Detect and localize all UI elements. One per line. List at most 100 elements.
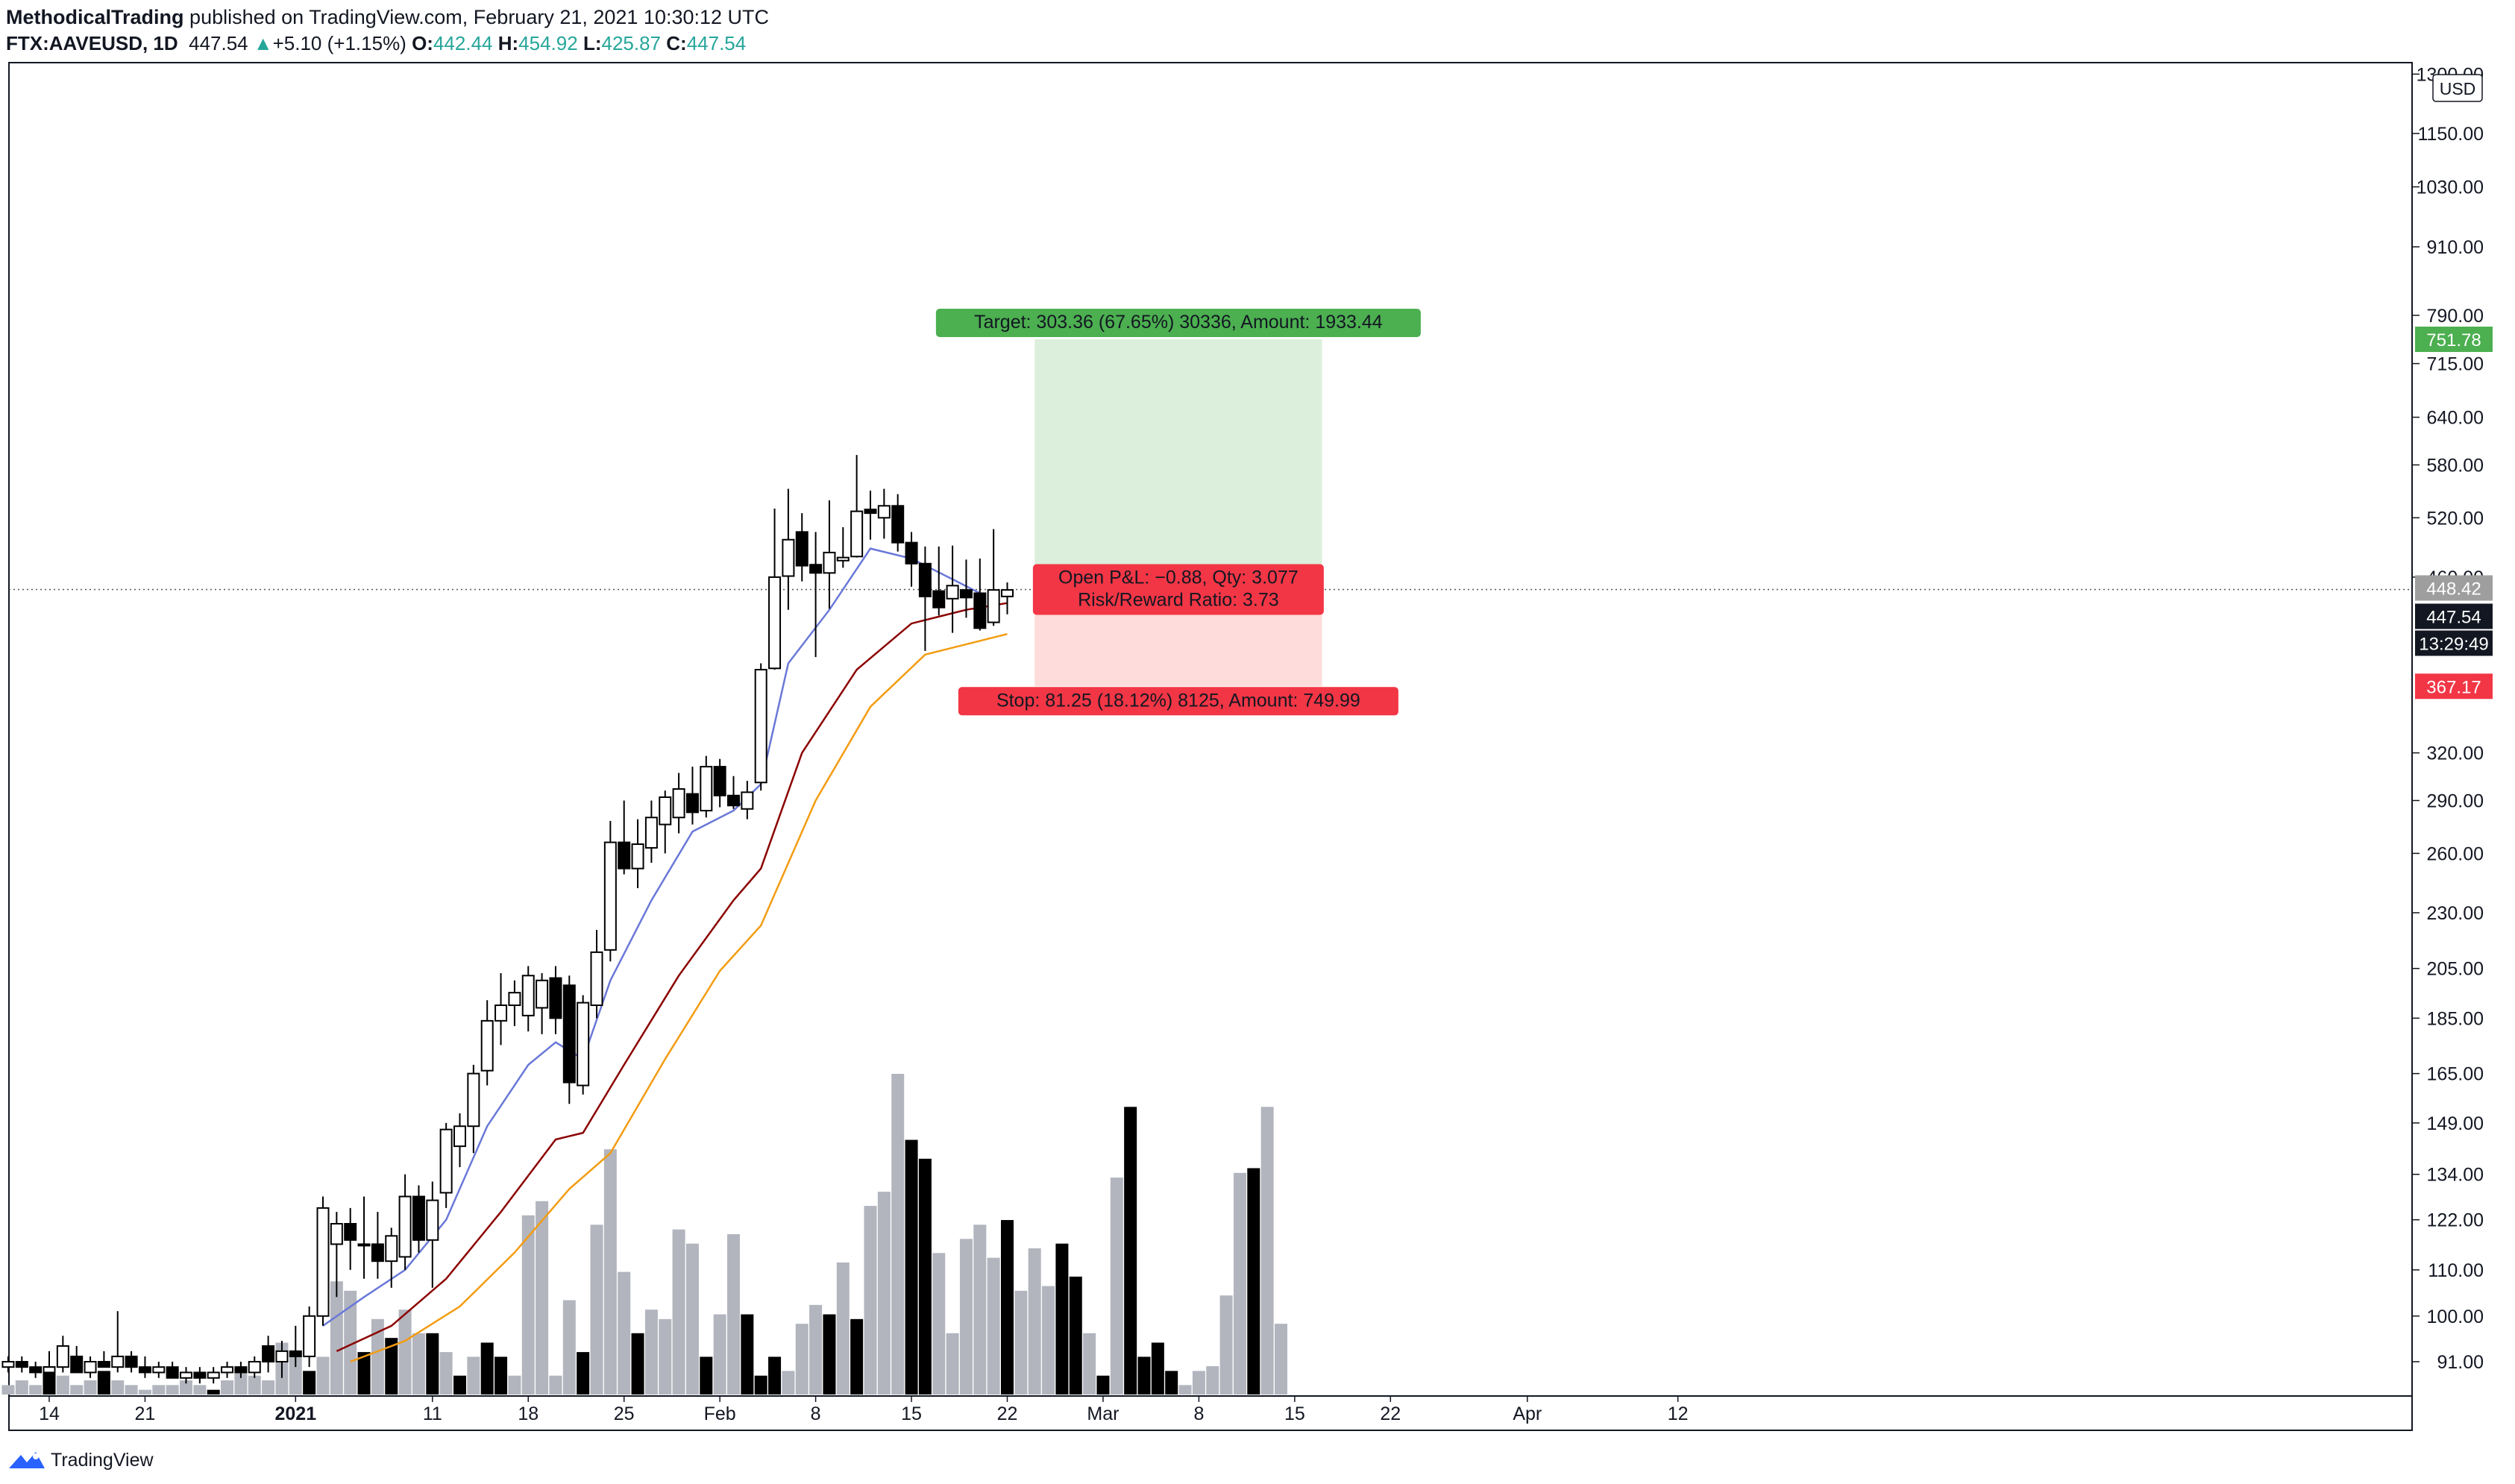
y-tick-label: 260.00 — [2427, 843, 2484, 864]
volume-bar — [303, 1371, 316, 1395]
volume-bar — [1124, 1107, 1137, 1395]
volume-bar — [357, 1352, 371, 1395]
volume-bar — [166, 1385, 179, 1395]
x-tick-label: Feb — [704, 1403, 736, 1424]
target-price-label-bg — [2415, 326, 2493, 352]
candle-body — [987, 589, 1000, 623]
volume-bar — [603, 1149, 617, 1395]
last-price: 447.54 — [189, 32, 248, 54]
volume-bar — [577, 1352, 590, 1395]
candle-body — [618, 841, 631, 870]
publish-line: MethodicalTrading published on TradingVi… — [6, 3, 769, 31]
volume-bar — [836, 1262, 850, 1395]
y-tick-label: 134.00 — [2427, 1165, 2484, 1186]
volume-bar — [494, 1356, 508, 1395]
candle-body — [918, 562, 932, 597]
volume-bar — [959, 1239, 973, 1395]
volume-bar — [618, 1271, 631, 1395]
volume-bar — [70, 1385, 84, 1395]
volume-bar — [1206, 1366, 1219, 1395]
y-tick-label: 149.00 — [2427, 1113, 2484, 1134]
target-zone — [1034, 339, 1322, 590]
volume-bar — [877, 1192, 891, 1395]
volume-bar — [439, 1352, 453, 1395]
high-value: 454.92 — [518, 32, 578, 54]
last-price-label: 447.54 — [2426, 607, 2481, 627]
volume-bar — [1219, 1295, 1233, 1395]
candle-body — [946, 585, 959, 600]
volume-bar — [1151, 1342, 1164, 1395]
candle-body — [836, 556, 850, 562]
candle-body — [56, 1345, 69, 1368]
volume-bar — [97, 1371, 110, 1395]
volume-bar — [918, 1158, 932, 1395]
volume-bar — [891, 1074, 905, 1395]
y-tick-label: 910.00 — [2427, 237, 2484, 258]
y-tick-label: 520.00 — [2427, 508, 2484, 529]
volume-bar — [289, 1352, 302, 1395]
candle-body — [905, 541, 918, 565]
y-tick-label: 100.00 — [2427, 1307, 2484, 1327]
price-change: +5.10 (+1.15%) — [272, 32, 406, 54]
x-tick-label: 15 — [1284, 1403, 1305, 1424]
volume-bar — [111, 1380, 125, 1395]
pnl-label-box — [1032, 564, 1324, 615]
entry-price-label: 448.42 — [2426, 579, 2481, 599]
candle-body — [97, 1361, 110, 1368]
candle-body — [795, 531, 808, 567]
y-tick-label: 1150.00 — [2417, 124, 2484, 145]
candle-body — [330, 1223, 343, 1245]
symbol-label[interactable]: FTX:AAVEUSD, 1D — [6, 32, 178, 54]
volume-bar — [1028, 1248, 1041, 1395]
candle-body — [467, 1072, 480, 1128]
x-tick-label: 11 — [423, 1403, 442, 1424]
change-arrow-icon: ▲ — [253, 32, 273, 54]
volume-bar — [1, 1385, 15, 1395]
volume-bar — [631, 1333, 644, 1395]
volume-bar — [549, 1375, 562, 1395]
candle-body — [644, 817, 658, 849]
ohlc-legend: FTX:AAVEUSD, 1D 447.54 ▲+5.10 (+1.15%) O… — [6, 30, 746, 57]
candle-body — [275, 1350, 289, 1362]
candle-body — [439, 1128, 453, 1194]
volume-bar — [221, 1380, 234, 1395]
x-tick-label: 8 — [1193, 1403, 1204, 1424]
volume-bar — [1096, 1375, 1110, 1395]
volume-bar — [193, 1385, 207, 1395]
target-label-box — [935, 308, 1421, 337]
candle-body — [152, 1366, 166, 1374]
volume-bar — [207, 1389, 220, 1395]
entry-price-label-bg — [2415, 575, 2493, 601]
candle-body — [631, 843, 644, 870]
volume-bar — [795, 1324, 808, 1395]
volume-bar — [672, 1229, 685, 1395]
volume-bar — [344, 1290, 357, 1395]
volume-bar — [685, 1243, 699, 1395]
volume-bar — [29, 1385, 43, 1395]
author-name[interactable]: MethodicalTrading — [6, 6, 184, 28]
pnl-label-text: Risk/Reward Ratio: 3.73 — [1078, 589, 1279, 610]
volume-bar — [56, 1375, 69, 1395]
candle-body — [125, 1355, 138, 1368]
footer-brand[interactable]: TradingView — [7, 1445, 154, 1475]
volume-bar — [316, 1356, 330, 1395]
low-value: 425.87 — [601, 32, 662, 54]
candle-body — [850, 510, 864, 558]
candle-body — [959, 589, 973, 599]
candle-body — [303, 1315, 316, 1357]
volume-bar — [823, 1314, 836, 1395]
candle-body — [480, 1019, 494, 1072]
candle-body — [809, 564, 823, 574]
volume-bar — [644, 1309, 658, 1395]
candle-body — [700, 766, 713, 812]
x-tick-label: 2021 — [274, 1403, 316, 1424]
volume-bar — [1110, 1178, 1123, 1395]
candle-body — [166, 1366, 179, 1379]
candle-body — [70, 1355, 84, 1374]
y-tick-label: 580.00 — [2427, 455, 2484, 476]
candle-body — [727, 794, 740, 807]
volume-bar — [234, 1366, 248, 1395]
candle-body — [289, 1350, 302, 1357]
x-tick-label: 8 — [811, 1403, 821, 1424]
